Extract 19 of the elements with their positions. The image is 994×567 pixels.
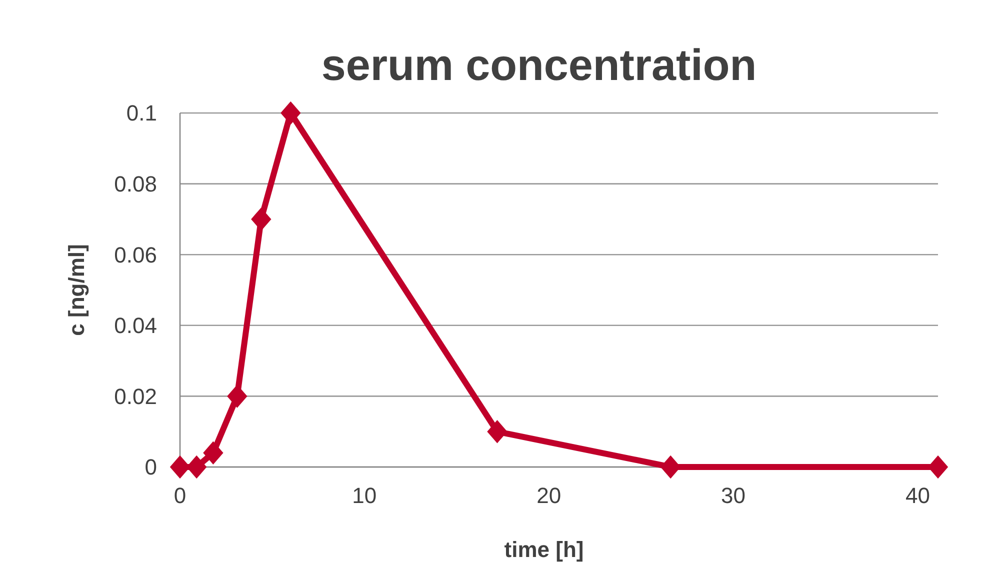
x-tick-label: 10 xyxy=(352,483,377,508)
y-tick-label: 0.04 xyxy=(114,313,157,338)
y-tick-label: 0.08 xyxy=(114,172,157,196)
x-tick-label: 40 xyxy=(905,483,930,508)
chart-title: serum concentration xyxy=(321,41,757,90)
x-tick-label: 20 xyxy=(536,483,562,508)
x-tick-label: 0 xyxy=(174,483,186,508)
x-axis-title: time [h] xyxy=(504,537,584,562)
y-tick-label: 0.1 xyxy=(126,100,157,126)
y-axis-title: c [ng/ml] xyxy=(64,244,89,336)
point xyxy=(487,420,508,444)
point xyxy=(251,208,272,231)
y-tick-label: 0 xyxy=(144,454,157,480)
y-tick-label: 0.06 xyxy=(114,242,157,268)
point xyxy=(280,101,301,125)
point xyxy=(227,384,248,408)
y-tick-label: 0.02 xyxy=(114,384,157,409)
x-tick-label: 30 xyxy=(721,483,746,508)
point xyxy=(203,441,224,464)
